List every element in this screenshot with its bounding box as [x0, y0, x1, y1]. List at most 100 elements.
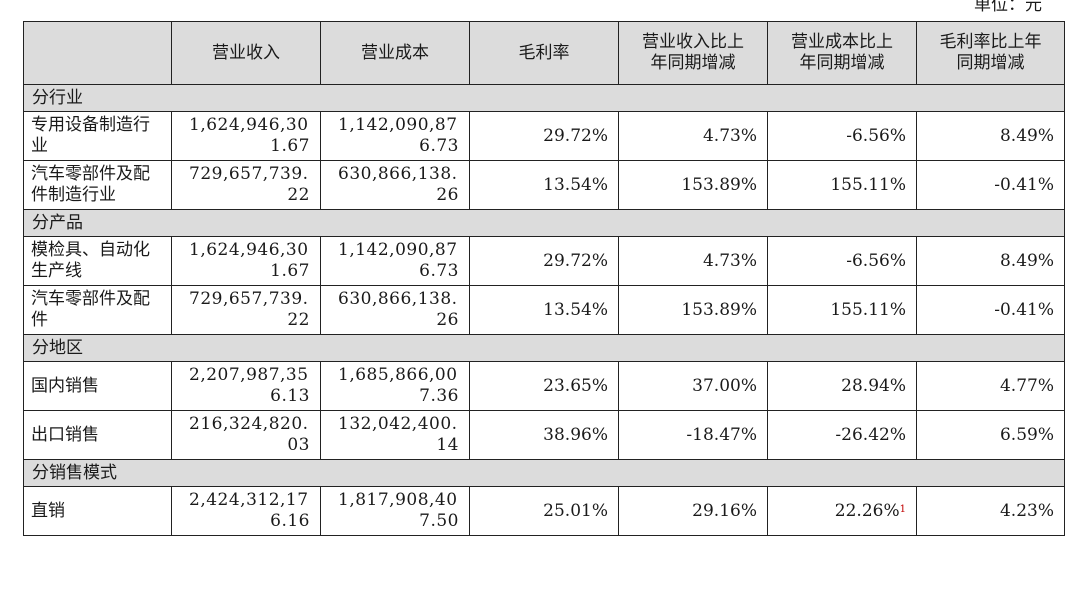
section-title: 分产品 — [23, 209, 1065, 237]
revenue-change-cell: 29.16% — [618, 486, 768, 536]
table-row: 汽车零部件及配件 729,657,739. 22 630,866,138. 26 13.5… — [23, 285, 1065, 335]
cost-cell-line: 1,817,908,40 — [338, 490, 458, 510]
revenue-cell: 729,657,739. 22 — [171, 160, 321, 210]
revenue-cell-line: 1,624,946,30 — [189, 240, 309, 260]
row-name: 直销 — [23, 486, 172, 536]
cost-cell-line: 630,866,138. — [338, 164, 458, 184]
column-header: 毛利率比上年 同期增减 — [916, 21, 1065, 85]
cost-cell: 1,817,908,40 7.50 — [320, 486, 470, 536]
revenue-change-cell: 4.73% — [618, 236, 768, 286]
cost-cell-line: 14 — [436, 435, 459, 455]
margin-cell: 25.01% — [469, 486, 619, 536]
cost-cell-line: 7.36 — [419, 386, 459, 406]
margin-cell: 23.65% — [469, 361, 619, 411]
margin-change-cell: 8.49% — [916, 236, 1065, 286]
row-name: 汽车零部件及配件 — [23, 285, 172, 335]
column-header-text: 营业成本比上 — [791, 32, 893, 52]
cost-change-value: 28.94% — [841, 375, 906, 396]
revenue-cell: 729,657,739. 22 — [171, 285, 321, 335]
revenue-cell: 1,624,946,30 1.67 — [171, 236, 321, 286]
cost-change-value: -26.42% — [835, 424, 906, 445]
revenue-cell-line: 1.67 — [270, 261, 310, 281]
column-header-text: 营业收入 — [212, 42, 280, 63]
revenue-change-cell: -18.47% — [618, 410, 768, 460]
revenue-cell-line: 6.13 — [270, 386, 310, 406]
margin-change-cell: 8.49% — [916, 111, 1065, 161]
revenue-cell-line: 22 — [287, 310, 310, 330]
cost-cell-line: 132,042,400. — [338, 414, 458, 434]
row-name: 国内销售 — [23, 361, 172, 411]
column-header-text: 毛利率比上年 — [939, 32, 1042, 52]
cost-cell: 1,142,090,87 6.73 — [320, 111, 470, 161]
revenue-cell-line: 729,657,739. — [189, 289, 309, 309]
cost-change-cell: 22.26%1 — [767, 486, 917, 536]
cost-cell-line: 26 — [436, 310, 459, 330]
revenue-cell-line: 729,657,739. — [189, 164, 309, 184]
margin-cell: 29.72% — [469, 236, 619, 286]
column-header-text: 年同期增减 — [650, 53, 736, 73]
revenue-cost-table: 营业收入 营业成本 毛利率 营业收入比上 年同期增减 营业成本比上 年同期增减 毛利率比上年同… — [23, 21, 1065, 536]
column-header-text: 毛利率 — [518, 42, 570, 63]
cost-cell: 1,685,866,00 7.36 — [320, 361, 470, 411]
table-row: 出口销售 216,324,820. 03 132,042,400. 14 38.96% -1… — [23, 410, 1065, 460]
section-title: 分销售模式 — [23, 459, 1065, 487]
row-name: 汽车零部件及配件制造行业 — [23, 160, 172, 210]
cost-cell-line: 1,142,090,87 — [338, 240, 458, 260]
section-row: 分地区 — [23, 334, 1065, 362]
section-title: 分行业 — [23, 84, 1065, 112]
margin-change-cell: -0.41% — [916, 285, 1065, 335]
cost-cell-line: 1,142,090,87 — [338, 115, 458, 135]
cost-cell: 132,042,400. 14 — [320, 410, 470, 460]
row-name: 模检具、自动化生产线 — [23, 236, 172, 286]
section-title: 分地区 — [23, 334, 1065, 362]
column-header-text: 同期增减 — [956, 53, 1025, 73]
margin-cell: 13.54% — [469, 160, 619, 210]
margin-change-cell: 4.77% — [916, 361, 1065, 411]
revenue-cell-line: 6.16 — [270, 511, 310, 531]
cost-cell-line: 630,866,138. — [338, 289, 458, 309]
margin-cell: 29.72% — [469, 111, 619, 161]
cost-change-cell: -26.42% — [767, 410, 917, 460]
cost-cell-line: 6.73 — [419, 261, 459, 281]
cost-cell-line: 7.50 — [419, 511, 459, 531]
section-row: 分行业 — [23, 84, 1065, 112]
revenue-cell-line: 1,624,946,30 — [189, 115, 309, 135]
revenue-cell-line: 2,424,312,17 — [189, 490, 309, 510]
cost-cell: 630,866,138. 26 — [320, 160, 470, 210]
column-header: 营业收入 — [171, 21, 321, 85]
cost-cell-line: 6.73 — [419, 136, 459, 156]
column-header-text: 营业收入比上 — [642, 32, 744, 52]
revenue-change-cell: 153.89% — [618, 160, 768, 210]
cost-cell: 630,866,138. 26 — [320, 285, 470, 335]
revenue-cell: 1,624,946,30 1.67 — [171, 111, 321, 161]
revenue-cell-line: 2,207,987,35 — [189, 365, 309, 385]
cost-change-value: 155.11% — [830, 299, 906, 320]
cost-change-cell: 155.11% — [767, 285, 917, 335]
revenue-cell: 2,207,987,35 6.13 — [171, 361, 321, 411]
revenue-cell-line: 03 — [287, 435, 310, 455]
section-row: 分销售模式 — [23, 459, 1065, 487]
cost-cell-line: 26 — [436, 185, 459, 205]
margin-change-cell: -0.41% — [916, 160, 1065, 210]
row-name: 专用设备制造行业 — [23, 111, 172, 161]
revenue-cell-line: 22 — [287, 185, 310, 205]
footnote-marker[interactable]: 1 — [899, 503, 906, 515]
table-row: 汽车零部件及配件制造行业 729,657,739. 22 630,866,138. 26… — [23, 160, 1065, 210]
section-row: 分产品 — [23, 209, 1065, 237]
table-row: 专用设备制造行业 1,624,946,30 1.67 1,142,090,87 6.73… — [23, 111, 1065, 161]
row-name: 出口销售 — [23, 410, 172, 460]
table-row: 国内销售 2,207,987,35 6.13 1,685,866,00 7.36 23.6… — [23, 361, 1065, 411]
cost-change-cell: 28.94% — [767, 361, 917, 411]
margin-cell: 13.54% — [469, 285, 619, 335]
revenue-change-cell: 153.89% — [618, 285, 768, 335]
revenue-cell: 2,424,312,17 6.16 — [171, 486, 321, 536]
unit-label: 单位：元 — [974, 0, 1042, 15]
table-row: 直销 2,424,312,17 6.16 1,817,908,40 7.50 25.01%… — [23, 486, 1065, 536]
table-header-row: 营业收入 营业成本 毛利率 营业收入比上 年同期增减 营业成本比上 年同期增减 毛利率比上年同… — [23, 21, 1065, 85]
margin-change-cell: 4.23% — [916, 486, 1065, 536]
cost-cell: 1,142,090,87 6.73 — [320, 236, 470, 286]
cost-change-cell: -6.56% — [767, 111, 917, 161]
cost-change-cell: 155.11% — [767, 160, 917, 210]
revenue-change-cell: 4.73% — [618, 111, 768, 161]
column-header: 毛利率 — [469, 21, 619, 85]
